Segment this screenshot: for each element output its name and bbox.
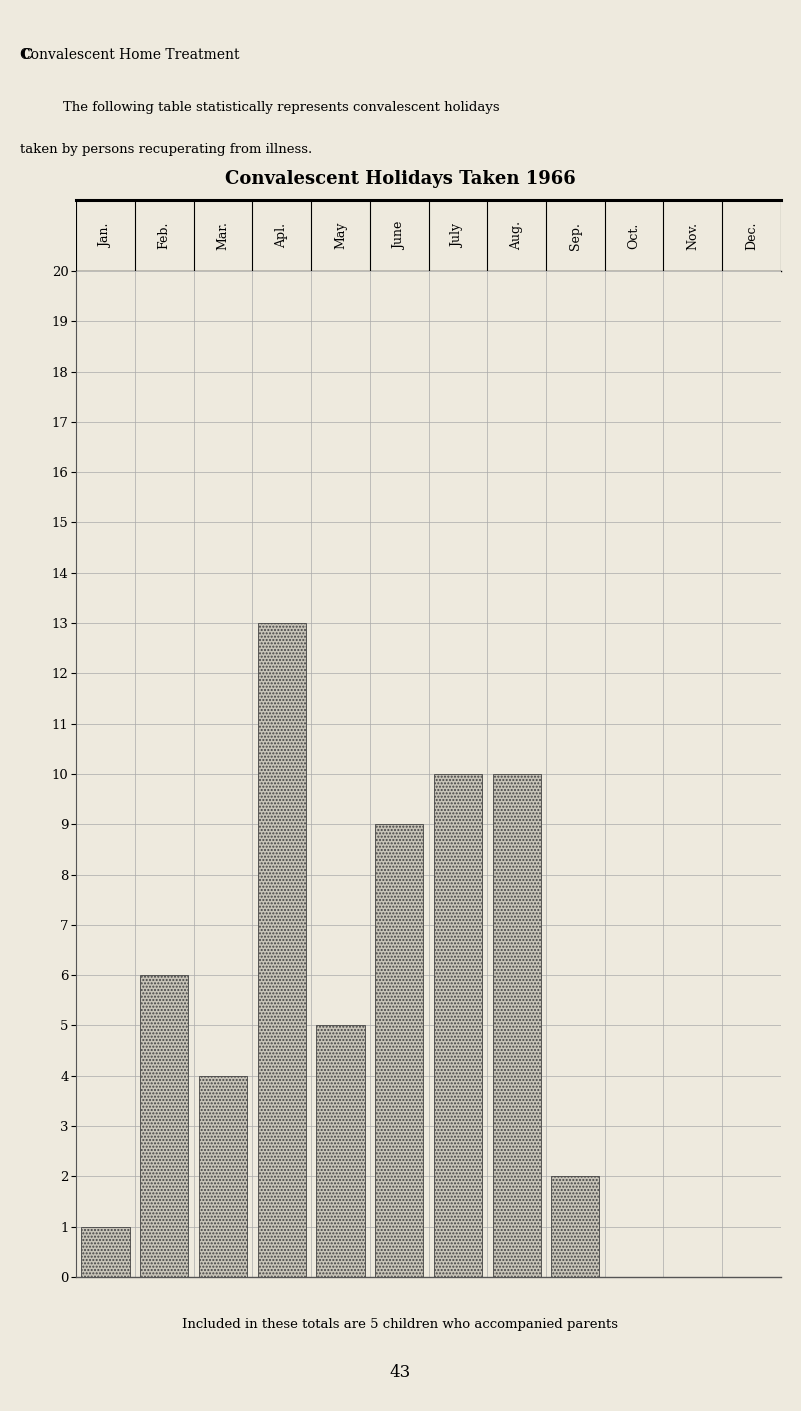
Text: Sep.: Sep.	[569, 222, 582, 250]
Bar	[82, 1226, 130, 1277]
Bar	[493, 773, 541, 1277]
Text: Included in these totals are 5 children who accompanied parents: Included in these totals are 5 children …	[183, 1318, 618, 1331]
Bar	[140, 975, 188, 1277]
Text: taken by persons recuperating from illness.: taken by persons recuperating from illne…	[20, 143, 312, 155]
Text: Convalescent Home Treatment: Convalescent Home Treatment	[20, 48, 239, 62]
Text: 43: 43	[390, 1364, 411, 1381]
Text: Apl.: Apl.	[276, 223, 288, 248]
Bar	[375, 824, 423, 1277]
Bar	[199, 1075, 247, 1277]
Text: Mar.: Mar.	[216, 222, 229, 250]
Text: Nov.: Nov.	[686, 222, 699, 250]
Text: Convalescent Holidays Taken 1966: Convalescent Holidays Taken 1966	[225, 171, 576, 188]
Bar	[258, 624, 306, 1277]
Bar	[434, 773, 482, 1277]
Bar	[551, 1177, 599, 1277]
Text: July: July	[452, 223, 465, 248]
Bar	[316, 1026, 364, 1277]
Text: June: June	[392, 222, 405, 250]
Text: The following table statistically represents convalescent holidays: The following table statistically repres…	[63, 100, 500, 113]
Text: Aug.: Aug.	[510, 222, 523, 250]
Text: May: May	[334, 222, 347, 250]
Text: C: C	[20, 48, 32, 62]
Text: Feb.: Feb.	[158, 222, 171, 250]
Text: Oct.: Oct.	[628, 223, 641, 248]
Text: Dec.: Dec.	[745, 222, 758, 250]
Text: Jan.: Jan.	[99, 223, 112, 248]
